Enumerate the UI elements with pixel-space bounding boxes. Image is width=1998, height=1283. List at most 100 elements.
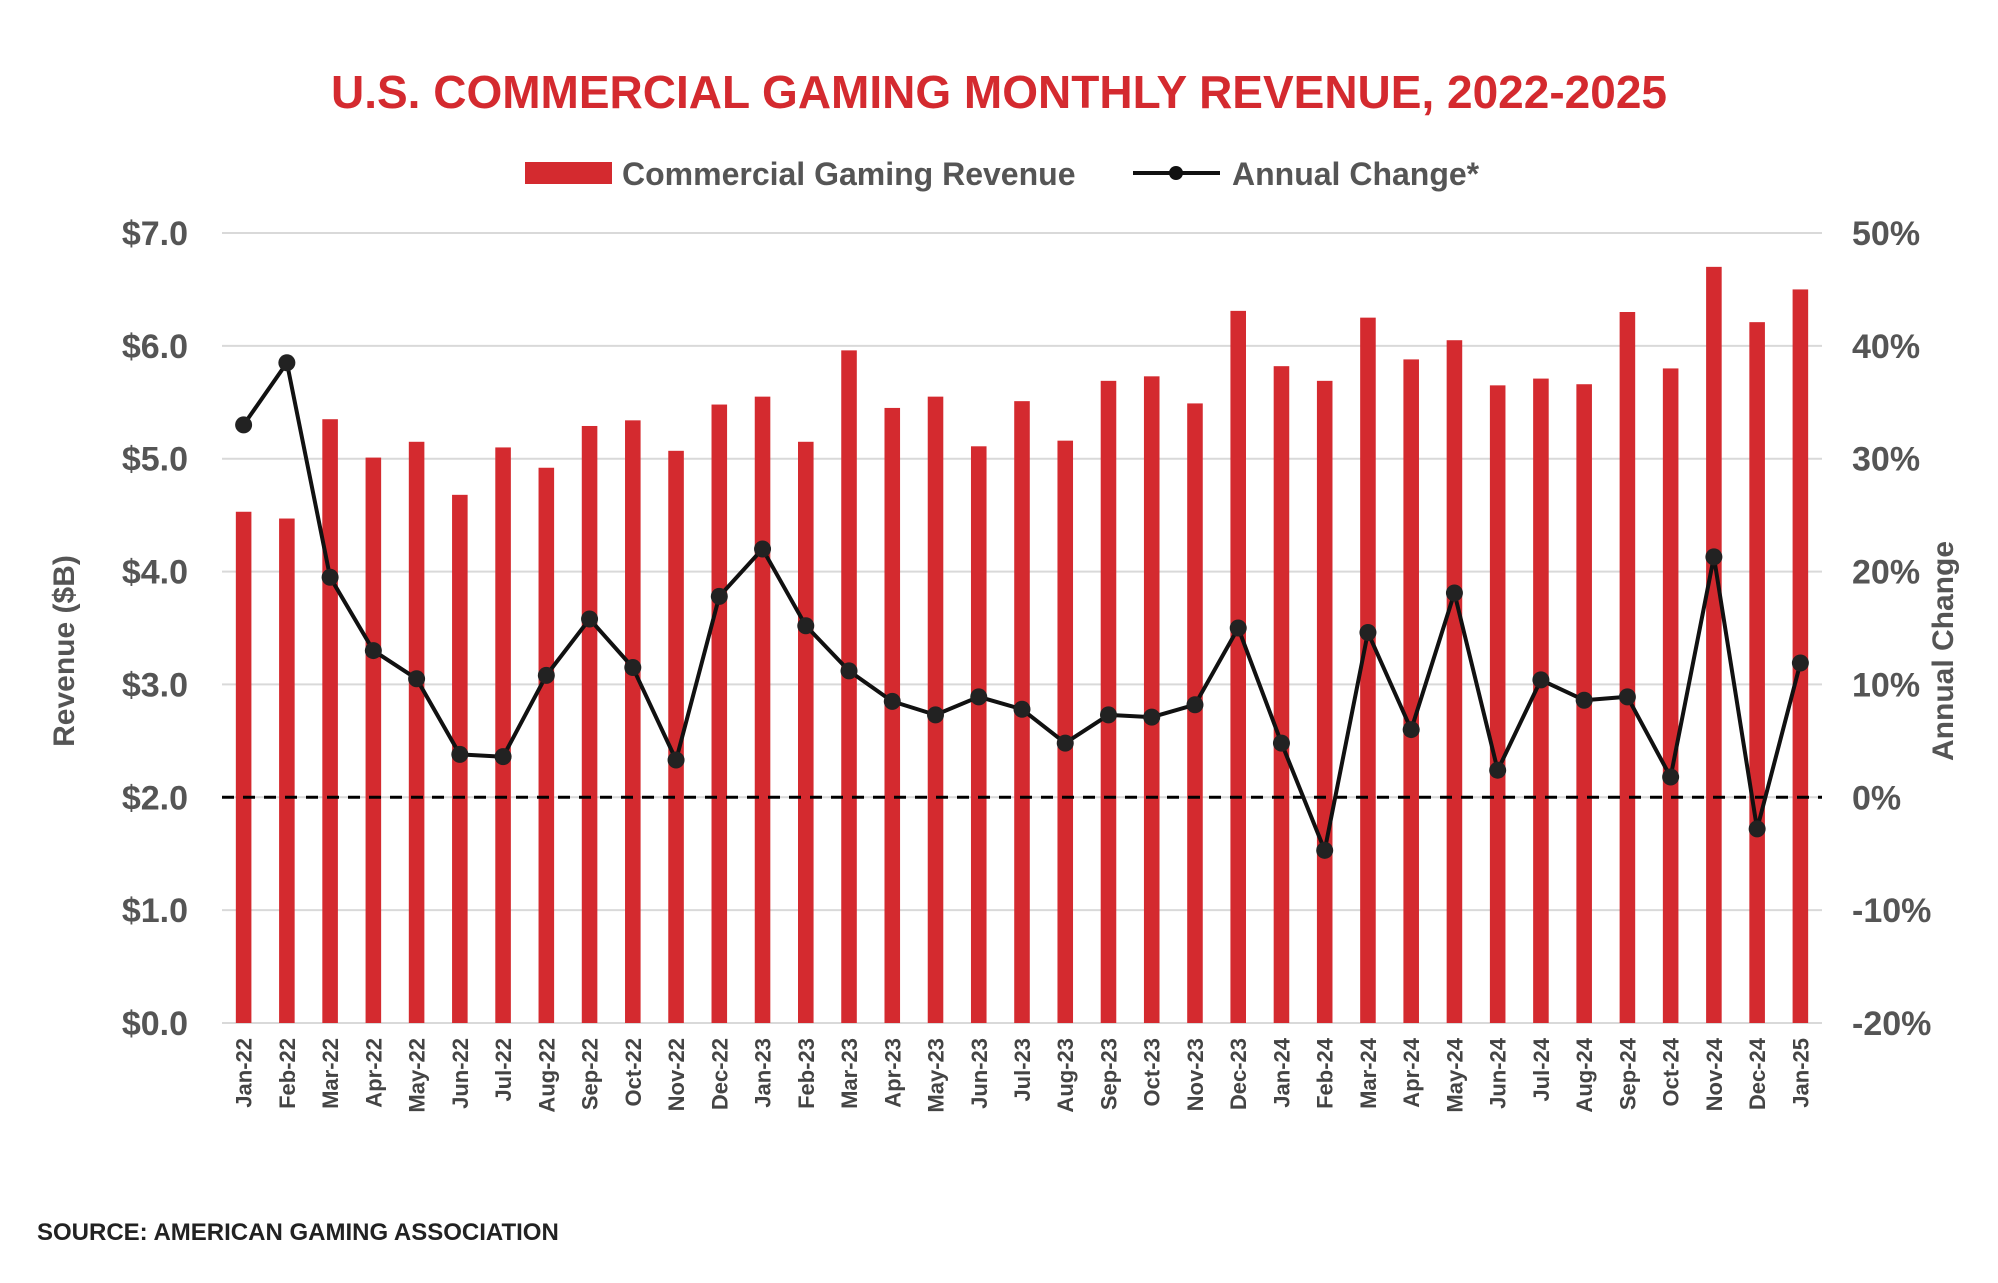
right-tick-label: 50% bbox=[1852, 215, 1920, 253]
category-label: Nov-24 bbox=[1702, 1037, 1727, 1111]
legend-bar-swatch bbox=[525, 162, 612, 184]
source-note: SOURCE: AMERICAN GAMING ASSOCIATION bbox=[37, 1219, 559, 1246]
left-tick-label: $7.0 bbox=[122, 215, 188, 253]
annual-change-point bbox=[1272, 734, 1290, 752]
right-tick-label: -20% bbox=[1852, 1005, 1931, 1043]
legend-line-label: Annual Change* bbox=[1232, 156, 1480, 192]
category-label: Oct-23 bbox=[1140, 1038, 1165, 1106]
revenue-bar bbox=[1230, 310, 1246, 1023]
left-axis-title: Revenue ($B) bbox=[48, 555, 81, 747]
annual-change-point bbox=[927, 706, 945, 724]
category-label: Jan-25 bbox=[1788, 1038, 1813, 1108]
annual-change-point bbox=[364, 642, 382, 660]
right-tick-label: 20% bbox=[1852, 554, 1920, 592]
revenue-bar bbox=[1706, 266, 1722, 1023]
revenue-bar bbox=[279, 518, 295, 1023]
category-label: Apr-23 bbox=[880, 1038, 905, 1108]
category-label: Nov-23 bbox=[1183, 1038, 1208, 1111]
annual-change-point bbox=[1575, 691, 1593, 709]
annual-change-point bbox=[797, 617, 815, 635]
category-label: Sep-22 bbox=[578, 1038, 603, 1110]
annual-change-point bbox=[278, 354, 296, 372]
annual-change-point bbox=[1618, 688, 1636, 706]
annual-change-point bbox=[1705, 548, 1723, 566]
right-tick-label: -10% bbox=[1852, 892, 1931, 930]
category-label: Aug-23 bbox=[1053, 1038, 1078, 1113]
category-label: May-24 bbox=[1442, 1037, 1467, 1112]
category-label: Apr-22 bbox=[361, 1038, 386, 1108]
category-label: Dec-23 bbox=[1226, 1038, 1251, 1110]
revenue-bar bbox=[538, 467, 555, 1023]
category-label: Sep-23 bbox=[1097, 1038, 1122, 1110]
revenue-bar bbox=[970, 446, 987, 1023]
revenue-bar bbox=[581, 425, 598, 1023]
right-tick-label: 0% bbox=[1852, 779, 1901, 817]
revenue-bar bbox=[1533, 378, 1549, 1024]
annual-change-point bbox=[1791, 654, 1809, 672]
right-tick-label: 40% bbox=[1852, 328, 1920, 366]
revenue-bar bbox=[1446, 340, 1463, 1023]
left-tick-label: $1.0 bbox=[122, 892, 188, 930]
left-tick-label: $0.0 bbox=[122, 1005, 188, 1043]
left-tick-label: $6.0 bbox=[122, 328, 188, 366]
annual-change-point bbox=[1186, 696, 1204, 714]
revenue-bar bbox=[1489, 385, 1506, 1023]
legend: Commercial Gaming Revenue Annual Change* bbox=[525, 156, 1480, 192]
right-tick-label: 10% bbox=[1852, 666, 1920, 704]
revenue-bar bbox=[1403, 359, 1419, 1023]
annual-change-series bbox=[235, 354, 1809, 859]
category-label: Dec-24 bbox=[1745, 1037, 1770, 1110]
annual-change-point bbox=[1402, 721, 1420, 739]
category-label: Aug-24 bbox=[1572, 1037, 1597, 1112]
annual-change-point bbox=[494, 748, 512, 766]
annual-change-point bbox=[1489, 761, 1507, 779]
revenue-bar bbox=[1662, 368, 1679, 1023]
annual-change-point bbox=[1748, 820, 1766, 838]
right-axis-title: Annual Change bbox=[1927, 541, 1960, 761]
revenue-bar bbox=[322, 419, 338, 1023]
annual-change-point bbox=[970, 688, 988, 706]
right-axis-ticks: -20% -10% 0% 10% 20% 30% 40% 50% bbox=[1852, 215, 1931, 1043]
left-tick-label: $4.0 bbox=[122, 554, 188, 592]
annual-change-point bbox=[321, 568, 339, 586]
revenue-bar bbox=[884, 407, 901, 1023]
revenue-bar bbox=[841, 350, 857, 1023]
annual-change-point bbox=[1229, 619, 1247, 637]
category-label: May-22 bbox=[405, 1038, 430, 1113]
category-label: Aug-22 bbox=[534, 1038, 559, 1113]
revenue-bar bbox=[1273, 366, 1290, 1024]
category-label: Jan-22 bbox=[232, 1038, 257, 1108]
category-label: Jul-24 bbox=[1529, 1037, 1554, 1101]
category-label: Apr-24 bbox=[1399, 1037, 1424, 1107]
revenue-bar bbox=[1057, 440, 1074, 1024]
annual-change-point bbox=[581, 610, 599, 628]
category-label: Nov-22 bbox=[664, 1038, 689, 1111]
category-label: Feb-22 bbox=[275, 1038, 300, 1109]
revenue-bar bbox=[408, 441, 425, 1023]
left-axis-ticks: $0.0 $1.0 $2.0 $3.0 $4.0 $5.0 $6.0 $7.0 bbox=[122, 215, 188, 1043]
revenue-bar bbox=[711, 404, 728, 1023]
revenue-bar bbox=[1100, 380, 1117, 1023]
annual-change-point bbox=[1532, 671, 1550, 689]
category-label: Mar-22 bbox=[318, 1038, 343, 1109]
annual-change-point bbox=[408, 670, 426, 688]
annual-change-point bbox=[451, 745, 469, 763]
annual-change-point bbox=[537, 666, 555, 684]
bar-series bbox=[235, 266, 1809, 1024]
revenue-bar bbox=[668, 450, 684, 1023]
category-label: Dec-22 bbox=[707, 1038, 732, 1110]
annual-change-point bbox=[1056, 734, 1074, 752]
category-label: Jan-23 bbox=[751, 1038, 776, 1108]
annual-change-point bbox=[667, 751, 685, 769]
annual-change-point bbox=[1099, 706, 1117, 724]
category-label: Jun-23 bbox=[967, 1038, 992, 1109]
category-label: Jul-22 bbox=[491, 1038, 516, 1102]
category-label: Mar-23 bbox=[837, 1038, 862, 1109]
category-label: Oct-24 bbox=[1659, 1037, 1684, 1106]
revenue-bar bbox=[1619, 312, 1636, 1023]
revenue-bar bbox=[1316, 380, 1333, 1023]
annual-change-point bbox=[1445, 584, 1463, 602]
category-label: Jul-23 bbox=[1010, 1038, 1035, 1102]
annual-change-point bbox=[1359, 624, 1377, 642]
